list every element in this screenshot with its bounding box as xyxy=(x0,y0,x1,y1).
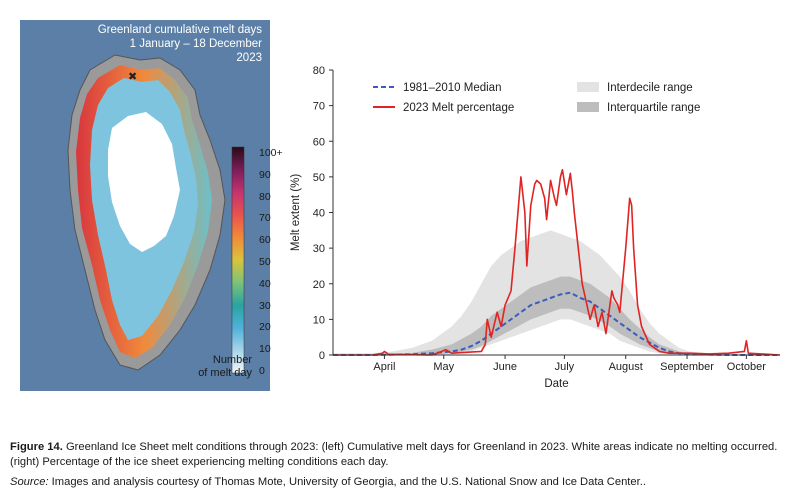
x-tick-label: September xyxy=(660,361,714,373)
colorbar-caption: Number of melt day xyxy=(198,354,252,379)
colorbar-tick-label: 50 xyxy=(259,256,271,268)
y-axis-label: Melt extent (%) xyxy=(290,174,302,251)
map-title: Greenland cumulative melt days 1 January… xyxy=(97,24,262,64)
x-tick-label: May xyxy=(433,361,454,373)
y-tick-label: 60 xyxy=(313,136,325,148)
y-tick-label: 50 xyxy=(313,172,325,184)
y-tick-label: 40 xyxy=(313,208,325,220)
colorbar-tick-label: 80 xyxy=(259,190,271,203)
colorbar-tick-label: 30 xyxy=(259,299,271,312)
source-line: Source: Images and analysis courtesy of … xyxy=(10,475,795,490)
melt-days-map: ✖ Greenland cumulative melt days 1 Janua… xyxy=(20,20,283,391)
legend-median-label: 1981–2010 Median xyxy=(403,82,501,94)
x-tick-label: April xyxy=(373,361,395,373)
legend-interdecile-swatch xyxy=(577,82,599,92)
chart-svg: 0 10 20 30 40 50 60 70 80 April May June July August S… xyxy=(290,65,781,390)
source-label: Source: xyxy=(10,476,49,488)
summit-marker-icon: ✖ xyxy=(128,71,137,83)
y-tick-label: 0 xyxy=(319,350,325,362)
figure-caption: Figure 14. Greenland Ice Sheet melt cond… xyxy=(10,440,795,470)
melt-2023-line xyxy=(333,168,781,356)
legend-interquartile-label: Interquartile range xyxy=(607,102,700,114)
median-line xyxy=(333,291,780,356)
x-axis-label: Date xyxy=(544,378,568,390)
colorbar-tick-label: 40 xyxy=(259,277,271,290)
figure-label: Figure 14. xyxy=(10,441,63,453)
colorbar-tick-label: 0 xyxy=(259,365,265,377)
colorbar-tick-label: 100+ xyxy=(259,147,283,159)
colorbar-tick-label: 90 xyxy=(259,168,271,181)
colorbar-tick-label: 20 xyxy=(259,321,271,334)
greenland-map-graphic: ✖ xyxy=(67,54,245,374)
x-tick-label: August xyxy=(609,361,643,373)
y-tick-label: 30 xyxy=(313,243,325,255)
y-tick-label: 80 xyxy=(313,65,325,77)
melt-extent-chart: 0 10 20 30 40 50 60 70 80 April May June July August S… xyxy=(285,55,790,400)
legend-interdecile-label: Interdecile range xyxy=(607,82,693,94)
source-text: Images and analysis courtesy of Thomas M… xyxy=(48,476,646,488)
legend-2023-label: 2023 Melt percentage xyxy=(403,102,514,114)
colorbar-tick-label: 60 xyxy=(259,234,271,247)
y-tick-label: 10 xyxy=(313,314,325,326)
y-tick-label: 70 xyxy=(313,101,325,113)
x-tick-label: July xyxy=(555,361,575,373)
colorbar xyxy=(231,146,245,374)
colorbar-tick-label: 70 xyxy=(259,212,271,225)
legend-interquartile-swatch xyxy=(577,102,599,112)
colorbar-tick-label: 10 xyxy=(259,343,271,356)
x-tick-label: October xyxy=(727,361,766,373)
caption-text: Greenland Ice Sheet melt conditions thro… xyxy=(10,441,778,468)
no-melt-area xyxy=(108,112,180,252)
x-tick-label: June xyxy=(493,361,517,373)
interquartile-band xyxy=(333,276,780,355)
y-tick-label: 20 xyxy=(313,279,325,291)
